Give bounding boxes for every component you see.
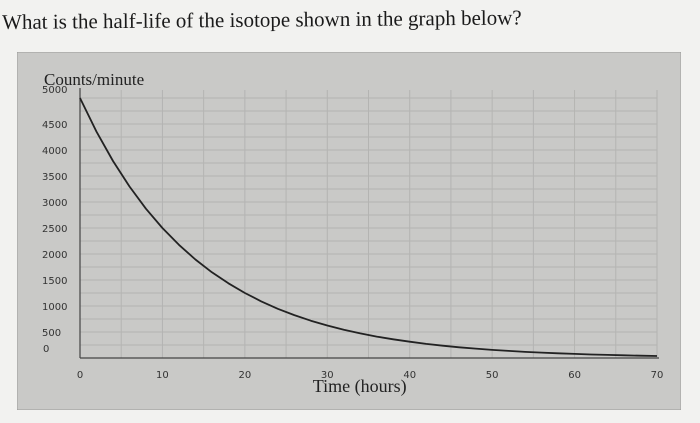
y-tick-label: 2500 xyxy=(42,224,67,235)
y-tick-label: 1500 xyxy=(42,276,67,287)
y-tick-label: 2000 xyxy=(42,250,67,261)
chart: 0 500 1000 1500 2000 2500 3000 3500 4000 4500 5000… xyxy=(17,52,681,410)
y-axis-title: Counts/minute xyxy=(44,70,144,89)
x-tick-label: 10 xyxy=(156,370,169,381)
data-line xyxy=(79,97,658,357)
x-tick-label: 50 xyxy=(486,370,499,381)
question-text: What is the half-life of the isotope sho… xyxy=(2,5,522,34)
half-life-chart: 0500100015002000250030003500400045005000… xyxy=(17,52,681,410)
x-tick-label: 0 xyxy=(77,370,83,381)
y-tick-label: 4500 xyxy=(42,120,67,131)
y-tick-label: 4000 xyxy=(42,146,67,157)
y-tick-label: 3500 xyxy=(42,172,67,183)
y-tick-label: 1000 xyxy=(42,302,67,313)
x-tick-label: 60 xyxy=(568,370,581,381)
x-axis-title: Time (hours) xyxy=(313,376,407,397)
y-tick-label: 0 xyxy=(43,344,49,355)
y-tick-label: 500 xyxy=(42,328,61,339)
x-tick-label: 30 xyxy=(321,370,334,381)
y-tick-label: 5000 xyxy=(42,85,67,96)
plot-background xyxy=(17,52,681,410)
y-tick-label: 3000 xyxy=(42,198,67,209)
x-tick-label: 20 xyxy=(238,370,251,381)
x-tick-label: 70 xyxy=(651,370,664,381)
x-tick-label: 40 xyxy=(403,370,416,381)
